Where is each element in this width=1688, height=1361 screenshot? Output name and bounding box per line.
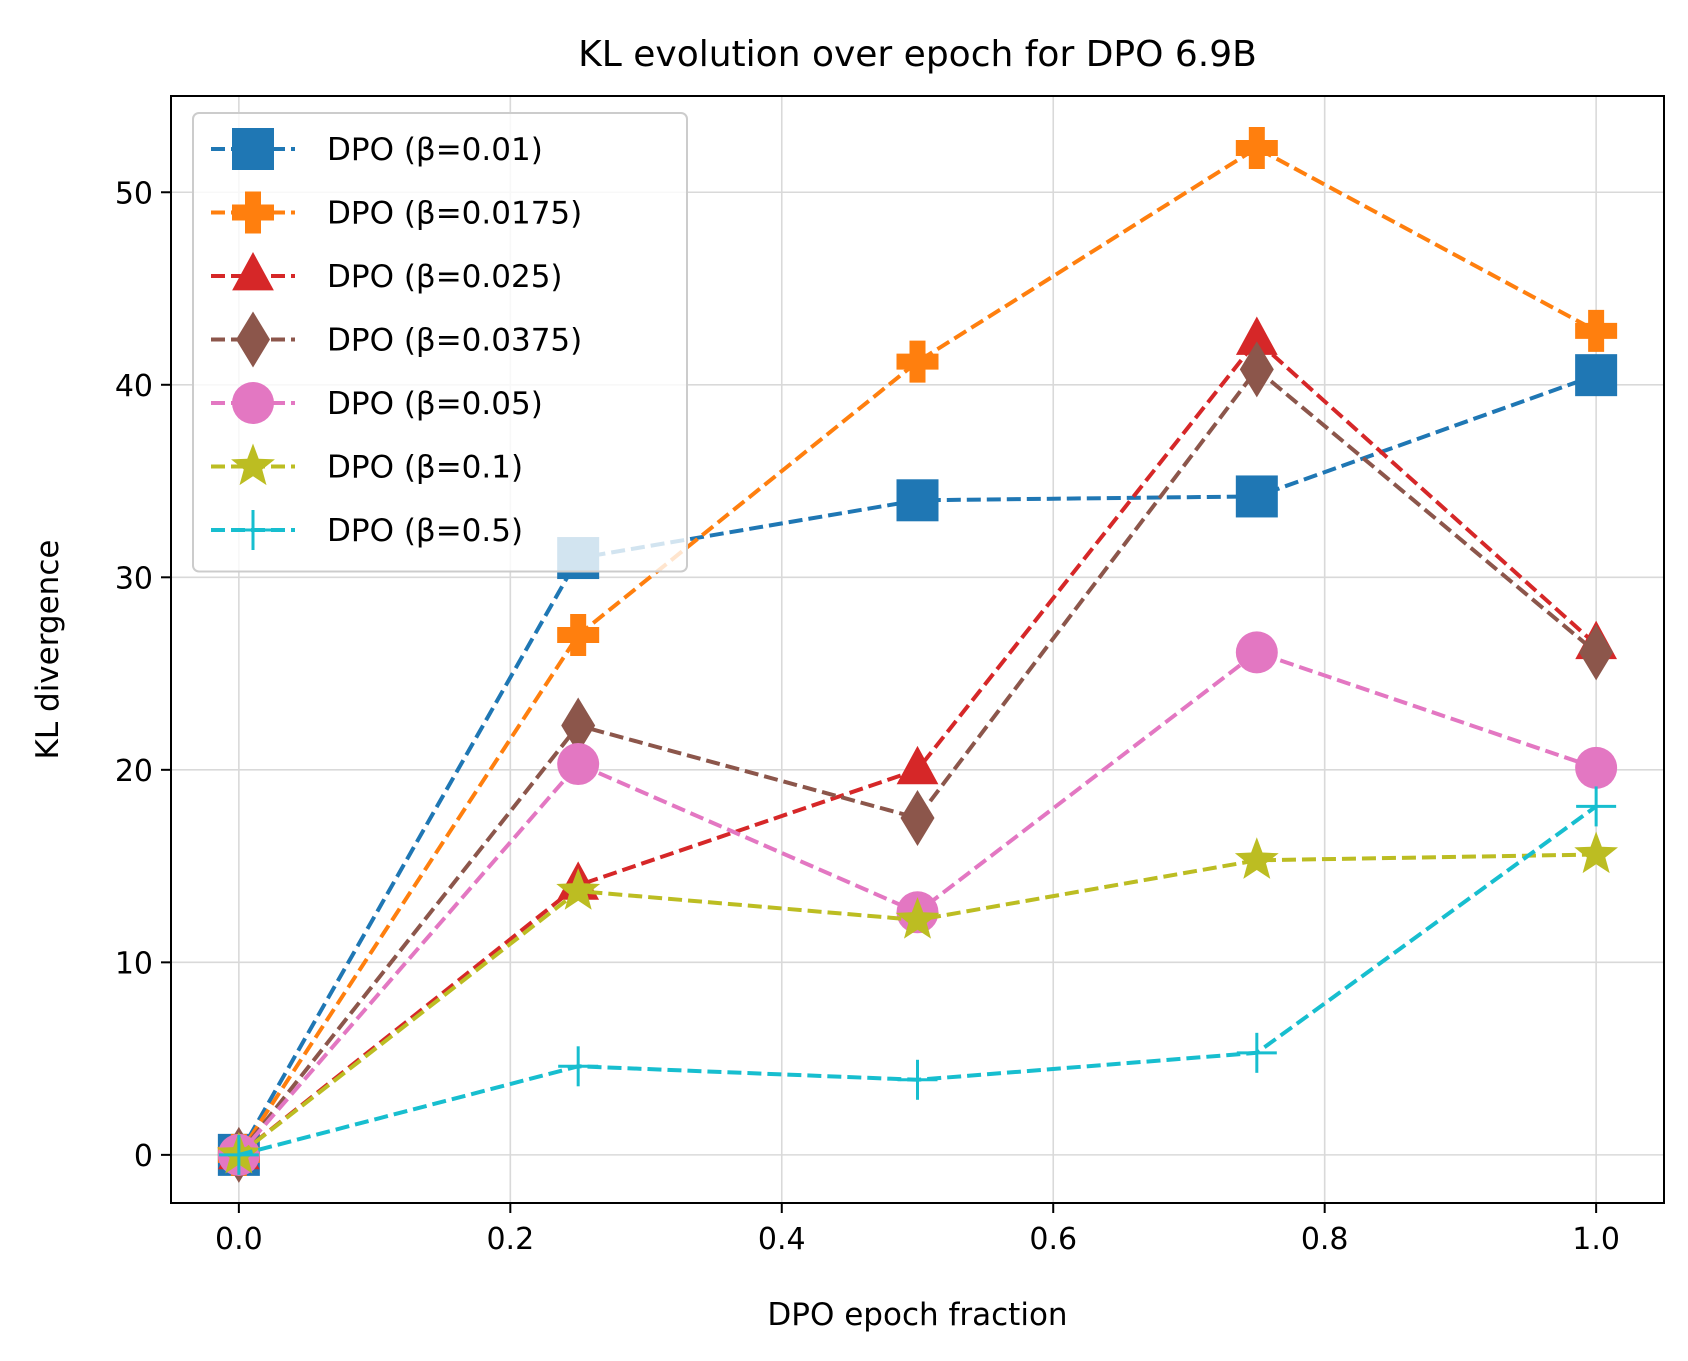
- y-axis-label: KL divergence: [30, 540, 66, 760]
- data-point: [896, 745, 939, 785]
- x-tick-label: 1.0: [1572, 1222, 1620, 1257]
- legend-label: DPO (β=0.01): [327, 132, 543, 168]
- data-point: [1235, 316, 1278, 355]
- legend-item: DPO (β=0.1): [211, 443, 523, 486]
- y-tick-label: 30: [115, 561, 153, 596]
- data-point: [1235, 126, 1278, 169]
- legend-item: DPO (β=0.0175): [211, 191, 582, 234]
- legend: DPO (β=0.01) DPO (β=0.0175) DPO (β=0.025) D…: [192, 112, 688, 573]
- data-point: [896, 479, 939, 522]
- x-tick-label: 0.6: [1029, 1222, 1077, 1257]
- data-point: [1235, 475, 1278, 518]
- x-tick-label: 0.0: [215, 1222, 263, 1257]
- data-point: [218, 1134, 259, 1175]
- legend-marker: [231, 443, 275, 486]
- data-point: [1575, 309, 1618, 352]
- data-point: [900, 789, 935, 846]
- data-point: [556, 868, 601, 910]
- data-point: [896, 340, 939, 383]
- data-point: [558, 1046, 599, 1087]
- y-tick-label: 0: [134, 1139, 153, 1174]
- data-point: [1234, 837, 1279, 879]
- x-tick-label: 0.8: [1301, 1222, 1349, 1257]
- data-point: [561, 697, 596, 754]
- x-tick-label: 0.4: [758, 1222, 806, 1257]
- legend-item: DPO (β=0.05): [211, 382, 543, 424]
- data-point: [897, 1059, 938, 1100]
- chart-title: KL evolution over epoch for DPO 6.9B: [578, 34, 1257, 75]
- y-tick-label: 50: [115, 176, 153, 211]
- y-tick-label: 20: [115, 754, 153, 789]
- data-point: [1576, 786, 1617, 827]
- legend-marker: [233, 510, 273, 550]
- data-point: [1575, 746, 1618, 789]
- legend-item: DPO (β=0.0375): [211, 311, 582, 368]
- legend-item: DPO (β=0.01): [211, 128, 543, 170]
- axis-ticks: 0.0 0.2 0.4 0.6 0.8 1.0 0 10 20 30 40 50: [115, 176, 1620, 1257]
- data-point: [1574, 831, 1618, 874]
- y-tick-label: 10: [115, 946, 153, 981]
- legend-marker: [232, 382, 274, 424]
- grid: [171, 96, 1664, 1203]
- data-point: [557, 743, 600, 786]
- x-tick-label: 0.2: [486, 1222, 534, 1257]
- plot-area-frame: [170, 95, 1665, 1204]
- legend-label: DPO (β=0.1): [327, 450, 523, 486]
- legend-label: DPO (β=0.05): [327, 386, 543, 422]
- legend-marker: [232, 128, 274, 170]
- series-line: [237, 366, 1598, 1157]
- series-layer: [217, 126, 1618, 1183]
- series-line: [237, 145, 1598, 1156]
- x-axis-label: DPO epoch fraction: [767, 1297, 1067, 1333]
- data-point: [1235, 631, 1278, 674]
- data-point: [1236, 1032, 1277, 1073]
- legend-marker: [232, 191, 274, 234]
- series-7: [218, 786, 1617, 1175]
- legend-item: DPO (β=0.025): [211, 252, 563, 295]
- data-point: [895, 897, 940, 939]
- legend-label: DPO (β=0.0375): [327, 323, 582, 359]
- legend-label: DPO (β=0.025): [327, 259, 563, 295]
- data-point: [1575, 354, 1618, 397]
- legend-label: DPO (β=0.5): [327, 513, 523, 549]
- data-point: [557, 614, 600, 657]
- y-tick-label: 40: [115, 369, 153, 404]
- data-point: [1239, 341, 1274, 398]
- legend-marker: [232, 252, 274, 291]
- data-point: [1579, 624, 1614, 681]
- legend-label: DPO (β=0.0175): [327, 196, 582, 232]
- legend-item: DPO (β=0.5): [211, 510, 523, 550]
- legend-box: [192, 112, 688, 573]
- legend-marker: [236, 311, 270, 368]
